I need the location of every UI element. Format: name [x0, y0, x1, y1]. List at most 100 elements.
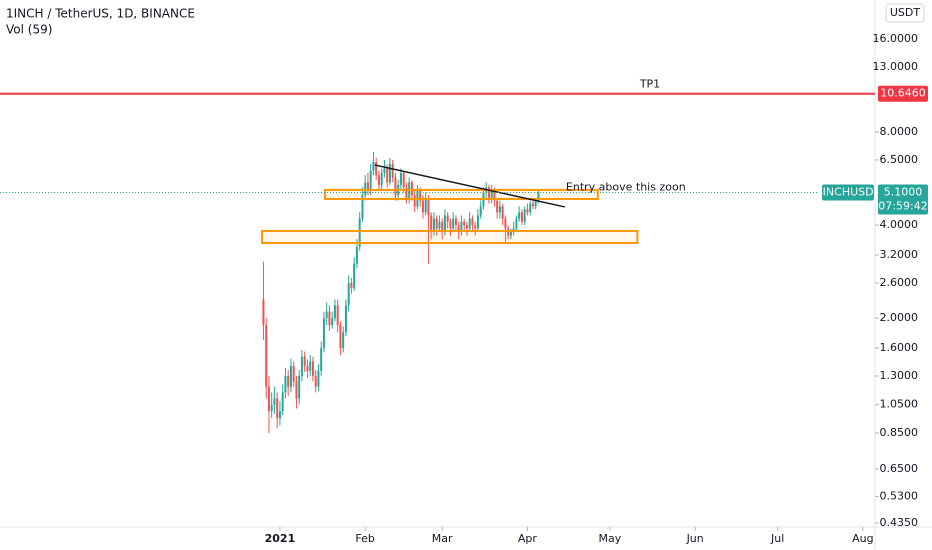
x-tick-label: Apr	[518, 532, 538, 545]
candle-body	[405, 187, 408, 198]
x-tick-label: 2021	[265, 532, 296, 545]
candle-body	[443, 215, 446, 232]
candle-body	[284, 375, 287, 393]
y-tick-label: 16.0000	[873, 32, 919, 45]
annotation: Entry above this zoon	[566, 180, 686, 193]
y-tick-label: 3.2000	[880, 248, 919, 261]
candle-body	[358, 218, 361, 247]
candle-body	[474, 225, 477, 229]
candle-body	[419, 189, 422, 201]
target-badge-label: 10.6460	[880, 87, 926, 100]
y-tick-label: 0.5300	[880, 489, 919, 502]
candle-body	[468, 218, 471, 229]
candle-body	[515, 218, 518, 229]
target-text: TP1	[639, 78, 660, 91]
candle-body	[424, 197, 427, 213]
x-tick-label: May	[599, 532, 622, 545]
candle-body	[430, 215, 433, 232]
x-tick-label: Mar	[432, 532, 453, 545]
candle-body	[353, 263, 356, 289]
candle-body	[339, 325, 342, 349]
candle-body	[314, 375, 317, 387]
x-tick-label: Jun	[686, 532, 704, 545]
candle-body	[520, 212, 523, 222]
x-tick-label: Jul	[770, 532, 784, 545]
candle-body	[526, 209, 529, 213]
symbol-badge-label: 1INCHUSDT	[816, 186, 881, 199]
candle-body	[438, 221, 441, 229]
candle-body	[435, 218, 438, 229]
candle-body	[380, 172, 383, 185]
candle-body	[413, 195, 416, 207]
candle-body	[364, 182, 367, 196]
candle-body	[399, 172, 402, 185]
candle-body	[507, 228, 510, 236]
candle-body	[427, 197, 430, 216]
price-badge	[878, 184, 928, 215]
candle-body	[534, 200, 537, 207]
candle-body	[452, 218, 455, 229]
candle-body	[372, 162, 375, 171]
candle-body	[476, 215, 479, 229]
currency-button[interactable]	[885, 3, 925, 23]
candle-body	[479, 206, 482, 216]
candle-body	[375, 162, 378, 176]
candle-body	[331, 318, 334, 326]
candle-body	[306, 366, 309, 371]
candle-body	[369, 170, 372, 190]
candle-body	[320, 348, 323, 371]
candle-body	[518, 212, 521, 219]
candle-body	[537, 192, 540, 201]
candle-body	[287, 375, 290, 387]
candle-body	[289, 366, 292, 387]
countdown: 07:59:42	[878, 200, 927, 213]
candle-body	[509, 231, 512, 236]
candle-body	[300, 356, 303, 376]
y-tick-label: 4.0000	[880, 218, 919, 231]
trendline	[374, 164, 565, 208]
candle-body	[460, 221, 463, 232]
candle-body	[309, 361, 312, 371]
candle-body	[498, 206, 501, 213]
candle-body	[487, 187, 490, 198]
candle-body	[388, 164, 391, 183]
candle-body	[325, 311, 328, 319]
candle-body	[311, 361, 314, 376]
candle-body	[350, 282, 353, 289]
candle-body	[504, 218, 507, 229]
candle-body	[463, 221, 466, 226]
y-tick-label: 1.0500	[880, 398, 919, 411]
candle-body	[421, 200, 424, 213]
candle-body	[267, 386, 270, 412]
candle-body	[262, 299, 265, 326]
candle-body	[529, 203, 532, 213]
candle-body	[493, 189, 496, 201]
candle-body	[441, 221, 444, 232]
symbol-title: 1INCH / TetherUS, 1D, BINANCE	[6, 7, 195, 21]
candle-body	[303, 356, 306, 367]
candle-body	[292, 366, 295, 382]
y-tick-label: 0.6500	[880, 462, 919, 475]
candle-body	[322, 318, 325, 349]
candle-body	[394, 177, 397, 196]
y-tick-label: 2.6000	[880, 276, 919, 289]
candle-body	[336, 305, 339, 326]
y-tick-label: 8.0000	[880, 125, 919, 138]
price-badge-label: 5.1000	[884, 186, 923, 199]
candle-body	[278, 411, 281, 419]
candle-body	[531, 203, 534, 207]
candle-body	[270, 404, 273, 412]
candle-body	[333, 305, 336, 319]
y-tick-label: 1.3000	[880, 369, 919, 382]
candle-body	[377, 175, 380, 185]
y-tick-label: 0.4350	[880, 516, 919, 529]
currency-label[interactable]: USDT	[890, 6, 921, 19]
candle-body	[501, 206, 504, 219]
candle-body	[276, 398, 279, 419]
candle-body	[328, 311, 331, 326]
candle-body	[490, 189, 493, 198]
candle-body	[432, 218, 435, 232]
candle-body	[454, 218, 457, 226]
